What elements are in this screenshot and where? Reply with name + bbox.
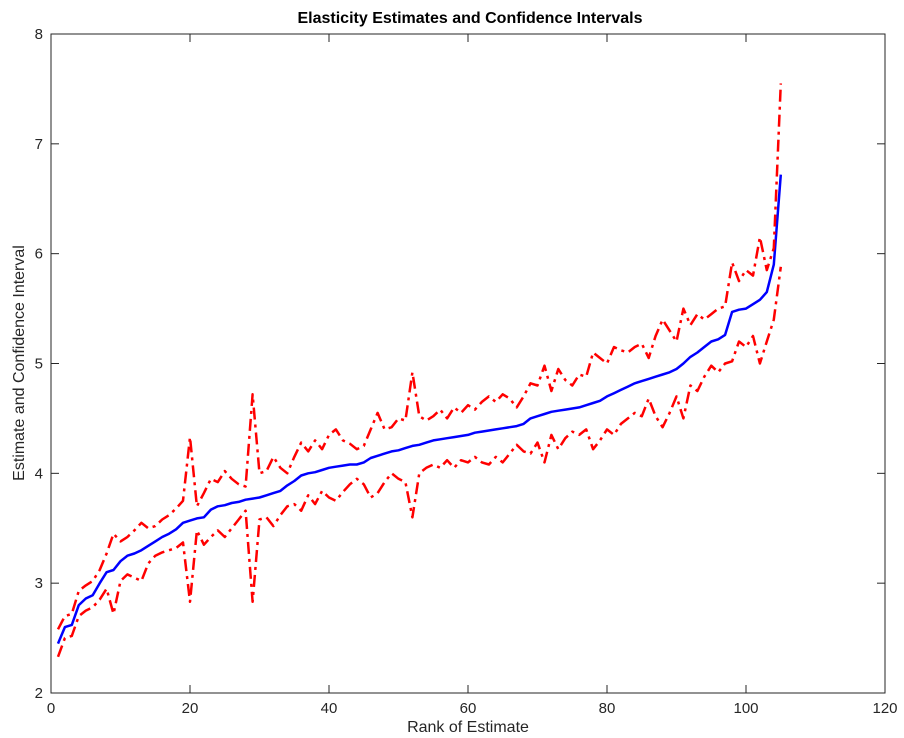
y-tick-label: 5 — [35, 356, 43, 373]
y-axis-ticks: 2 3 4 5 6 7 8 — [35, 26, 885, 702]
y-tick-label: 4 — [35, 465, 43, 482]
x-axis-ticks: 0 20 40 60 80 100 120 — [47, 34, 898, 717]
y-tick-label: 7 — [35, 136, 43, 153]
x-tick-label: 20 — [182, 700, 199, 717]
series-layer — [56, 83, 783, 658]
y-tick-label: 8 — [35, 26, 43, 43]
x-axis-label: Rank of Estimate — [407, 719, 529, 736]
x-tick-label: 100 — [733, 700, 758, 717]
chart-title: Elasticity Estimates and Confidence Inte… — [297, 10, 642, 27]
plot-area — [50, 33, 886, 694]
y-tick-label: 3 — [35, 575, 43, 592]
estimate-line — [56, 174, 783, 645]
lower-bound-line — [56, 266, 783, 658]
y-tick-label: 6 — [35, 246, 43, 263]
x-tick-label: 60 — [460, 700, 477, 717]
y-axis-label: Estimate and Confidence Interval — [11, 245, 28, 481]
x-tick-label: 80 — [599, 700, 616, 717]
y-tick-label: 2 — [35, 685, 43, 702]
x-tick-label: 0 — [47, 700, 55, 717]
x-tick-label: 40 — [321, 700, 338, 717]
x-tick-label: 120 — [872, 700, 897, 717]
upper-bound-line — [56, 83, 783, 630]
